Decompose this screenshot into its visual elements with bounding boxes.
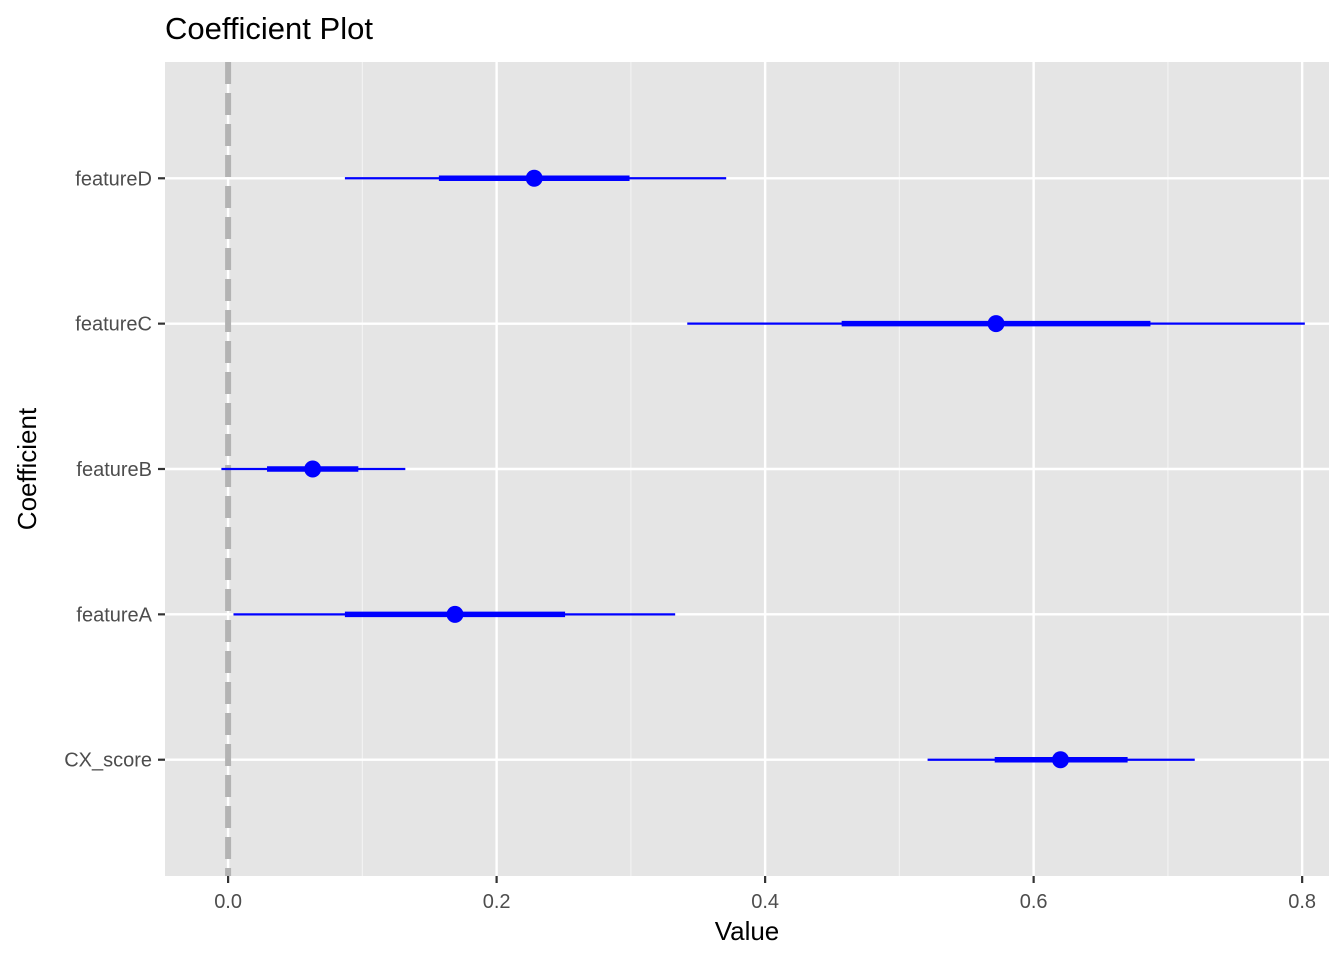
estimate-point-CX_score <box>1051 751 1069 769</box>
estimate-point-featureC <box>987 315 1005 333</box>
y-tick-label: featureC <box>75 314 152 336</box>
estimate-point-featureA <box>446 605 464 623</box>
x-axis-title: Value <box>715 916 780 946</box>
y-axis: CX_score featureA featureB featureC featureD <box>64 168 165 772</box>
y-tick-label: featureA <box>76 604 152 626</box>
y-tick-label: featureB <box>76 459 152 481</box>
y-tick-label: CX_score <box>64 750 152 772</box>
estimate-point-featureD <box>525 169 543 187</box>
estimate-point-featureB <box>304 460 322 478</box>
chart-title: Coefficient Plot <box>165 11 373 46</box>
x-tick-label: 0.8 <box>1288 891 1316 913</box>
x-tick-label: 0.0 <box>214 891 242 913</box>
x-tick-label: 0.2 <box>483 891 511 913</box>
coefficient-marks <box>221 169 1305 769</box>
y-axis-title: Coefficient <box>12 407 42 530</box>
x-tick-label: 0.4 <box>751 891 779 913</box>
x-tick-label: 0.6 <box>1020 891 1048 913</box>
y-tick-label: featureD <box>75 168 152 190</box>
x-axis: 0.0 0.2 0.4 0.6 0.8 <box>214 876 1316 913</box>
